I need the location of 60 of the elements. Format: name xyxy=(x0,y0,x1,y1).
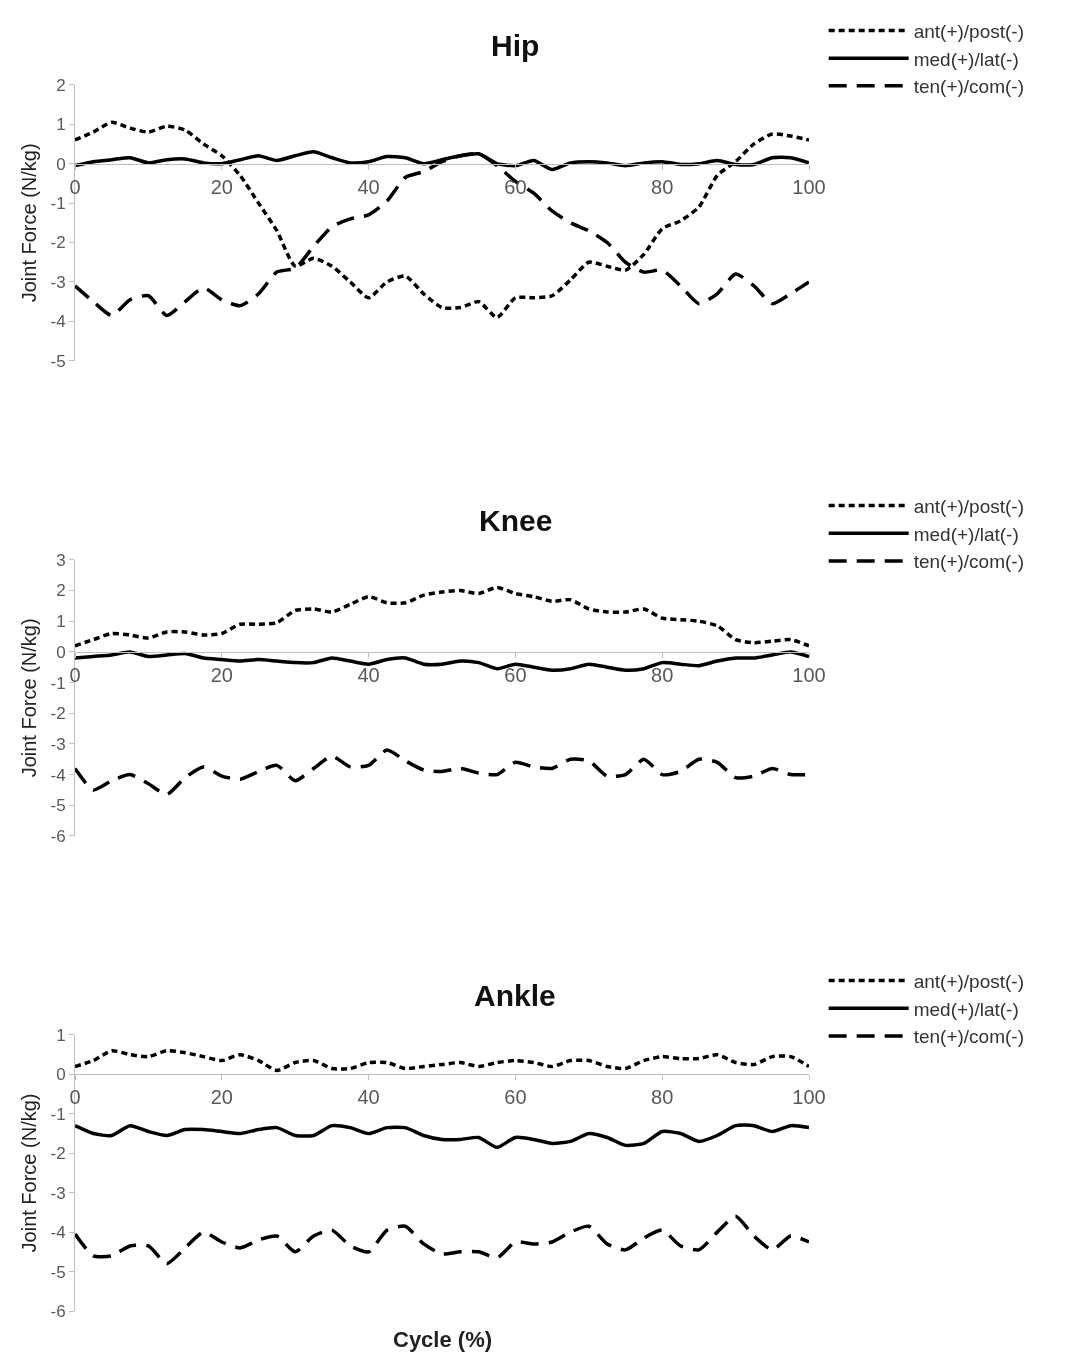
x-tick-label: 60 xyxy=(504,663,527,686)
chart-title: Hip xyxy=(491,29,540,62)
y-tick-label: -3 xyxy=(50,272,66,292)
x-tick-label: 60 xyxy=(504,175,527,198)
chart-title: Knee xyxy=(479,504,553,537)
y-tick-label: -2 xyxy=(50,233,66,253)
y-tick-label: -4 xyxy=(50,765,66,785)
x-tick-label: 20 xyxy=(210,663,233,686)
legend-label: ten(+)/com(-) xyxy=(913,76,1025,98)
y-tick-label: 0 xyxy=(56,154,66,174)
y-tick-label: 1 xyxy=(56,1025,66,1045)
y-axis-title: Joint Force (N/kg) xyxy=(17,618,40,778)
y-tick-label: -1 xyxy=(50,1104,66,1124)
y-axis-title: Joint Force (N/kg) xyxy=(17,1093,40,1253)
y-tick-label: -2 xyxy=(50,704,66,724)
y-tick-label: 1 xyxy=(56,612,66,632)
x-tick-label: 60 xyxy=(504,1086,527,1109)
legend-label: med(+)/lat(-) xyxy=(913,48,1019,70)
y-tick-label: 0 xyxy=(56,642,66,662)
line-series xyxy=(75,1214,809,1266)
x-tick-label: 80 xyxy=(651,1086,674,1109)
y-axis-title: Joint Force (N/kg) xyxy=(17,143,40,303)
x-tick-label: 80 xyxy=(651,175,674,198)
x-tick-label: 100 xyxy=(792,175,826,198)
legend-label: ant(+)/post(-) xyxy=(913,971,1025,993)
y-tick-label: 0 xyxy=(56,1065,66,1085)
line-series xyxy=(75,585,809,648)
legend-label: med(+)/lat(-) xyxy=(913,523,1019,545)
x-tick-label: 40 xyxy=(357,175,380,198)
y-tick-label: -5 xyxy=(50,796,66,816)
y-tick-label: -4 xyxy=(50,312,66,332)
y-tick-label: -6 xyxy=(50,1301,66,1321)
x-tick-label: 20 xyxy=(210,1086,233,1109)
x-tick-label: 100 xyxy=(792,1086,826,1109)
legend-label: ant(+)/post(-) xyxy=(913,495,1025,517)
x-tick-label: 20 xyxy=(210,175,233,198)
x-tick-label: 100 xyxy=(792,663,826,686)
x-tick-label: 40 xyxy=(357,1086,380,1109)
chart-title: Ankle xyxy=(474,979,556,1012)
y-tick-label: -4 xyxy=(50,1223,66,1243)
y-tick-label: -6 xyxy=(50,826,66,846)
x-tick-label: 40 xyxy=(357,663,380,686)
legend-label: ant(+)/post(-) xyxy=(913,20,1025,42)
y-tick-label: -3 xyxy=(50,1183,66,1203)
x-tick-label: 80 xyxy=(651,663,674,686)
legend-label: med(+)/lat(-) xyxy=(913,998,1019,1020)
line-series xyxy=(75,1123,809,1150)
y-tick-label: -1 xyxy=(50,194,66,214)
legend-label: ten(+)/com(-) xyxy=(913,1026,1025,1048)
y-tick-label: -5 xyxy=(50,1262,66,1282)
legend-label: ten(+)/com(-) xyxy=(913,551,1025,573)
y-tick-label: -5 xyxy=(50,351,66,371)
y-tick-label: 2 xyxy=(56,75,66,95)
y-tick-label: 1 xyxy=(56,115,66,135)
x-axis-title: Cycle (%) xyxy=(393,1327,493,1352)
y-tick-label: -2 xyxy=(50,1144,66,1164)
y-tick-label: 3 xyxy=(56,550,66,570)
y-tick-label: -1 xyxy=(50,673,66,693)
y-tick-label: -3 xyxy=(50,734,66,754)
y-tick-label: 2 xyxy=(56,581,66,601)
